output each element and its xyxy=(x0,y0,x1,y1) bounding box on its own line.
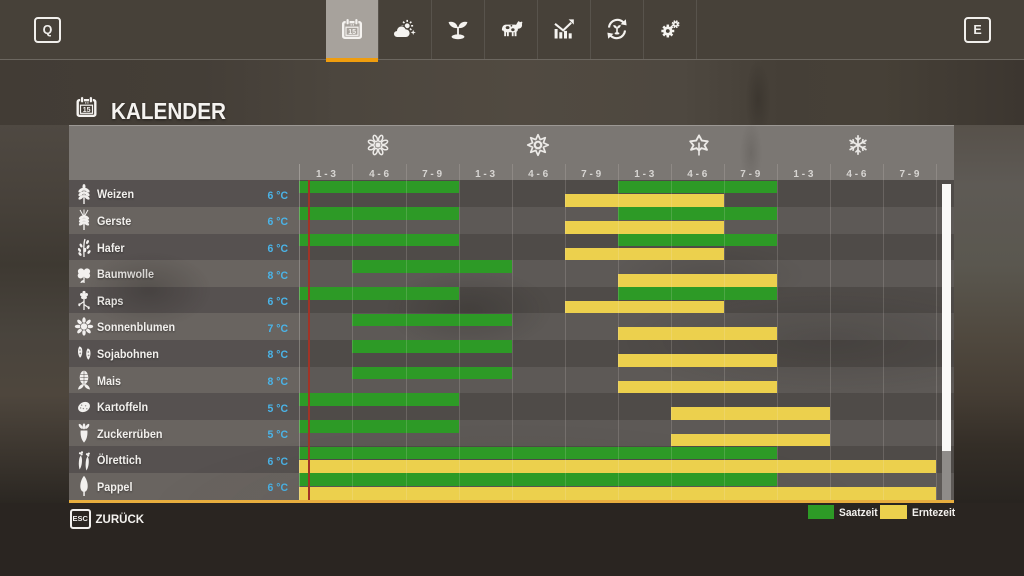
svg-text:15: 15 xyxy=(348,29,356,36)
svg-text:15: 15 xyxy=(83,107,91,114)
